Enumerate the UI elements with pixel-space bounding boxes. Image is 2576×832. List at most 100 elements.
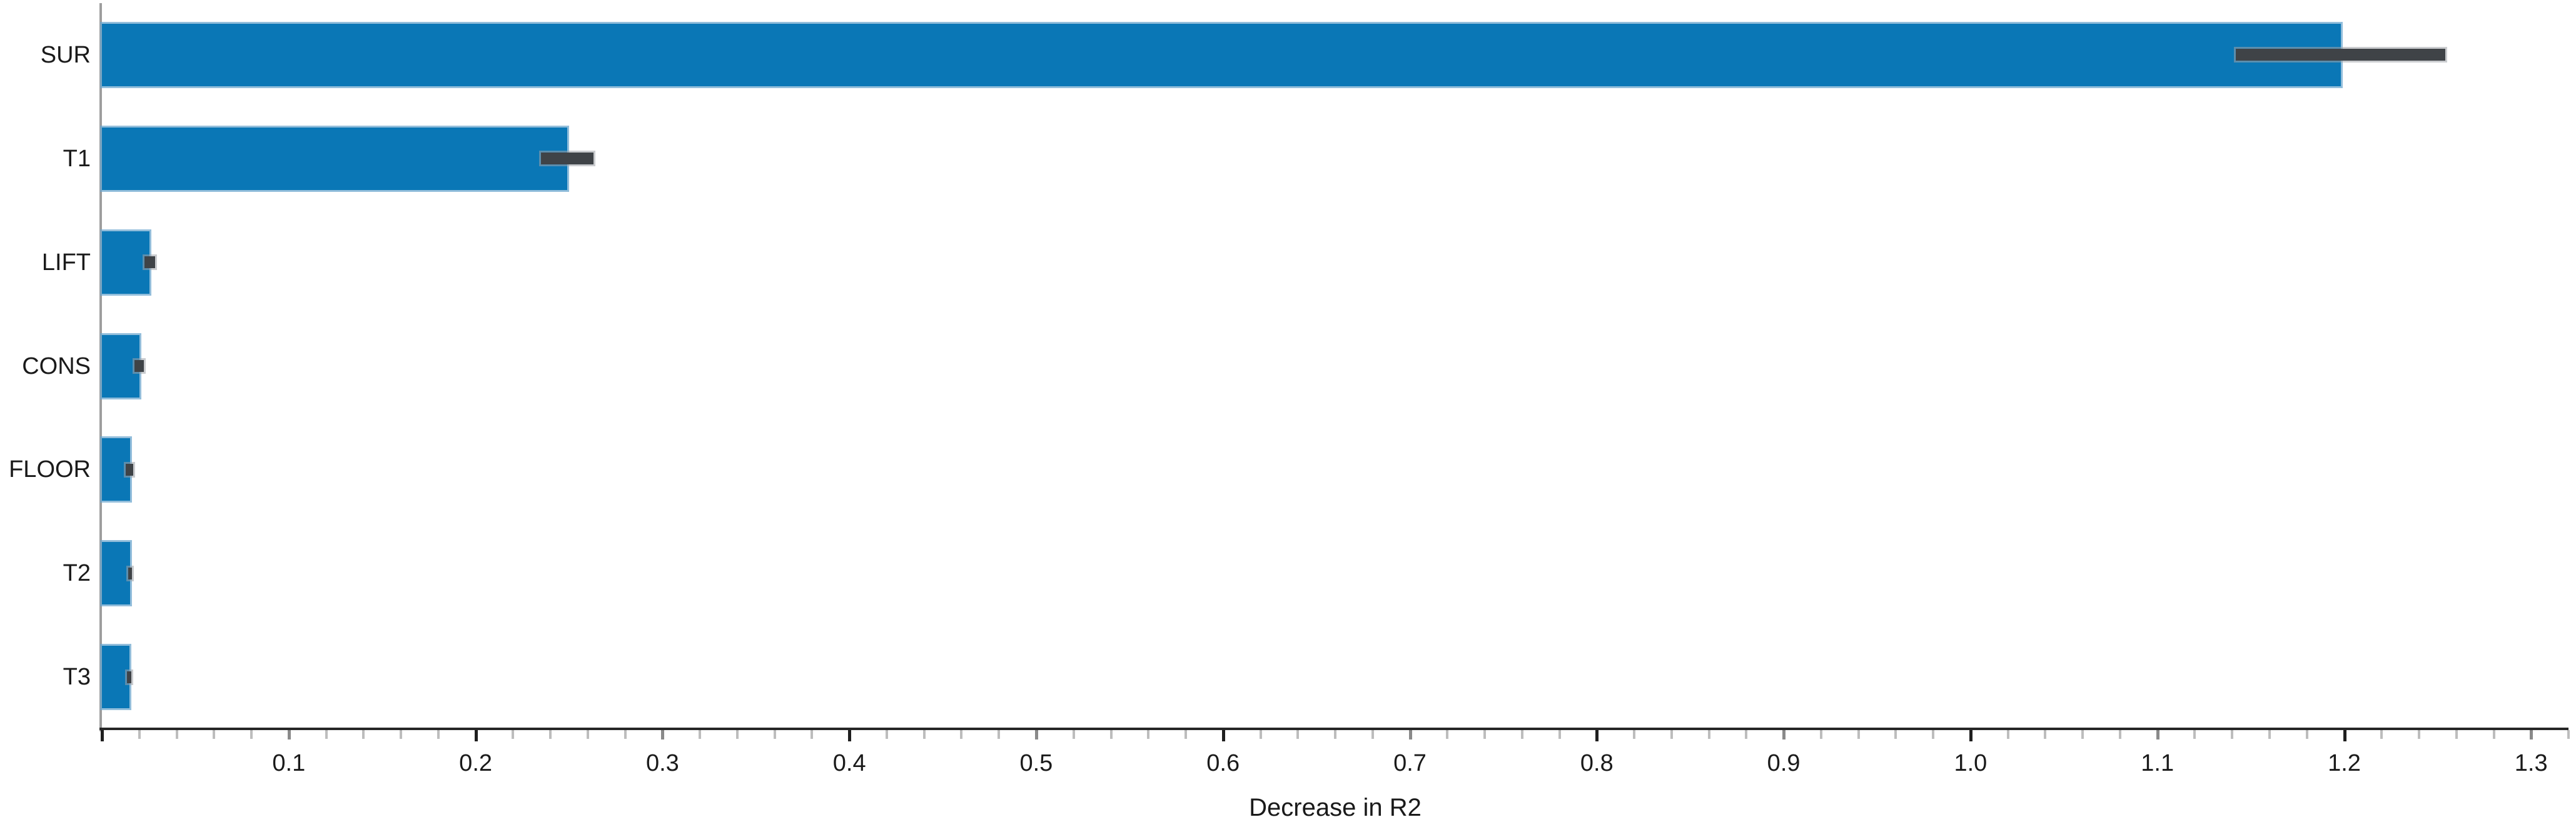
- x-minor-tick: [175, 730, 178, 739]
- x-minor-tick: [624, 730, 627, 739]
- x-major-tick: [661, 730, 665, 739]
- x-minor-tick: [1819, 730, 1822, 739]
- x-minor-tick: [885, 730, 888, 739]
- x-minor-tick: [250, 730, 253, 739]
- x-minor-tick: [1633, 730, 1636, 739]
- x-axis-line: [99, 728, 2568, 730]
- x-minor-tick: [735, 730, 739, 739]
- x-minor-tick: [2006, 730, 2009, 739]
- x-major-tick: [1034, 730, 1038, 739]
- x-minor-tick: [1857, 730, 1860, 739]
- x-tick-label: 0.5: [1019, 750, 1053, 776]
- x-minor-tick: [2268, 730, 2271, 739]
- y-axis-label-cons: CONS: [22, 353, 91, 379]
- x-major-tick: [101, 730, 104, 741]
- x-minor-tick: [362, 730, 365, 739]
- x-minor-tick: [2118, 730, 2121, 739]
- x-minor-tick: [811, 730, 814, 739]
- x-minor-tick: [437, 730, 440, 739]
- x-major-tick: [1595, 730, 1599, 741]
- x-minor-tick: [1558, 730, 1561, 739]
- x-minor-tick: [960, 730, 963, 739]
- x-minor-tick: [2455, 730, 2458, 739]
- plot-area: [99, 3, 2570, 832]
- x-major-tick: [848, 730, 852, 741]
- x-minor-tick: [773, 730, 776, 739]
- x-minor-tick: [1184, 730, 1187, 739]
- x-major-tick: [1408, 730, 1412, 739]
- x-tick-label: 0.6: [1206, 750, 1240, 776]
- error-bar-t2: [128, 567, 132, 579]
- x-minor-tick: [400, 730, 403, 739]
- x-minor-tick: [1109, 730, 1113, 739]
- x-minor-tick: [1520, 730, 1523, 739]
- x-minor-tick: [1147, 730, 1150, 739]
- bar-t1: [102, 127, 567, 190]
- y-axis-label-floor: FLOOR: [9, 456, 91, 483]
- y-axis-line: [99, 3, 102, 731]
- x-tick-label: 1.2: [2328, 750, 2361, 776]
- bar-t2: [102, 542, 131, 605]
- error-bar-t1: [541, 153, 593, 165]
- x-minor-tick: [998, 730, 1001, 739]
- x-minor-tick: [1259, 730, 1262, 739]
- x-minor-tick: [2044, 730, 2047, 739]
- x-minor-tick: [1670, 730, 1673, 739]
- y-axis-label-t3: T3: [63, 664, 91, 691]
- error-bar-sur: [2236, 49, 2445, 61]
- error-bar-t3: [127, 671, 131, 683]
- x-major-tick: [2156, 730, 2159, 739]
- x-tick-label: 1.1: [2141, 750, 2174, 776]
- x-minor-tick: [2418, 730, 2420, 739]
- x-minor-tick: [2305, 730, 2308, 739]
- x-minor-tick: [1932, 730, 1935, 739]
- x-major-tick: [287, 730, 291, 739]
- x-minor-tick: [1334, 730, 1336, 739]
- bar-lift: [102, 231, 150, 294]
- x-major-tick: [474, 730, 478, 741]
- x-minor-tick: [1371, 730, 1374, 739]
- x-tick-label: 0.2: [459, 750, 493, 776]
- x-minor-tick: [2492, 730, 2495, 739]
- x-minor-tick: [2231, 730, 2234, 739]
- x-minor-tick: [2193, 730, 2196, 739]
- x-minor-tick: [325, 730, 328, 739]
- x-minor-tick: [1894, 730, 1897, 739]
- x-tick-label: 0.7: [1393, 750, 1427, 776]
- x-minor-tick: [549, 730, 552, 739]
- x-major-tick: [2530, 730, 2533, 739]
- x-tick-label: 0.4: [832, 750, 866, 776]
- x-tick-label: 1.3: [2514, 750, 2548, 776]
- x-tick-label: 0.3: [645, 750, 679, 776]
- x-minor-tick: [1446, 730, 1449, 739]
- x-minor-tick: [1745, 730, 1748, 739]
- bar-floor: [102, 438, 131, 501]
- x-tick-label: 0.1: [272, 750, 306, 776]
- x-major-tick: [1969, 730, 1972, 741]
- x-tick-label: 0.9: [1767, 750, 1801, 776]
- error-bar-cons: [134, 360, 144, 372]
- x-minor-tick: [699, 730, 702, 739]
- x-minor-tick: [138, 730, 141, 739]
- x-minor-tick: [2567, 730, 2570, 739]
- x-major-tick: [1782, 730, 1786, 739]
- y-axis-label-lift: LIFT: [41, 249, 91, 276]
- x-minor-tick: [213, 730, 216, 739]
- error-bar-lift: [144, 256, 156, 269]
- y-axis-label-t1: T1: [63, 145, 91, 172]
- bar-t3: [102, 646, 130, 709]
- x-major-tick: [1221, 730, 1225, 741]
- x-tick-label: 0.8: [1580, 750, 1614, 776]
- x-minor-tick: [922, 730, 926, 739]
- bar-sur: [102, 23, 2341, 86]
- y-axis-label-sur: SUR: [40, 41, 91, 68]
- x-minor-tick: [1483, 730, 1486, 739]
- x-minor-tick: [1296, 730, 1300, 739]
- x-major-tick: [2343, 730, 2346, 741]
- x-minor-tick: [1072, 730, 1075, 739]
- error-bar-floor: [125, 463, 133, 476]
- y-axis-label-t2: T2: [63, 560, 91, 587]
- bar-cons: [102, 334, 139, 398]
- x-minor-tick: [2081, 730, 2084, 739]
